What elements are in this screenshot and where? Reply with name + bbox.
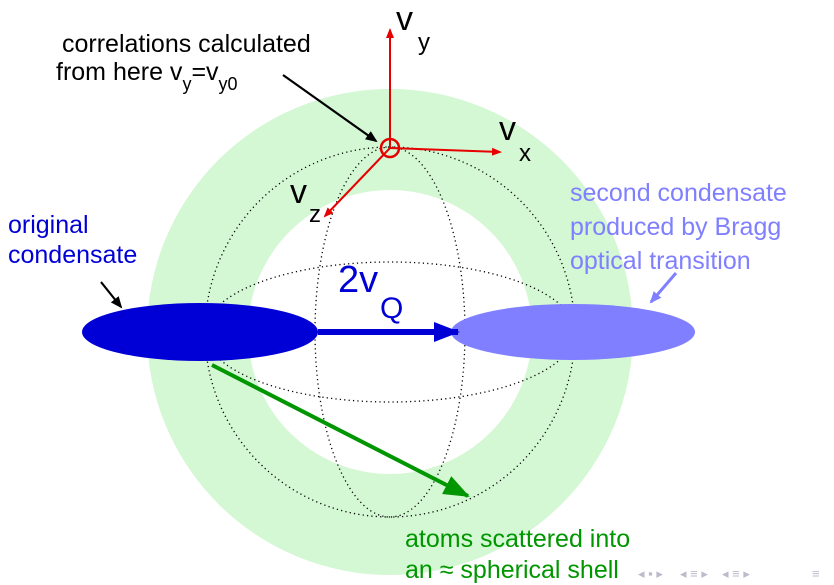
svg-text:atoms scattered into: atoms scattered into bbox=[405, 525, 630, 553]
svg-text:z: z bbox=[309, 201, 321, 228]
vz-axis-arrow bbox=[323, 147, 391, 218]
vz-label: v z bbox=[290, 173, 321, 228]
correlations-pointer bbox=[282, 74, 378, 143]
section-prev-icon[interactable]: ◂ ≡ ▸ bbox=[680, 566, 708, 581]
spherical-shell bbox=[147, 89, 633, 575]
atoms-annotation: atoms scattered into an ≈ spherical shel… bbox=[405, 525, 630, 584]
section-next-icon[interactable]: ◂ ≡ ▸ bbox=[722, 566, 750, 581]
second-annotation: second condensate produced by Bragg opti… bbox=[570, 179, 787, 275]
correlations-annotation: correlations calculated from here vy=vy0 bbox=[56, 30, 311, 94]
svg-text:v: v bbox=[396, 0, 413, 38]
svg-text:v: v bbox=[499, 110, 516, 148]
origin-marker bbox=[379, 137, 401, 159]
vx-axis-arrow bbox=[389, 147, 502, 156]
svg-text:an ≈ spherical shell: an ≈ spherical shell bbox=[405, 556, 619, 584]
vx-label: v x bbox=[499, 110, 531, 167]
svg-text:v: v bbox=[290, 173, 307, 211]
original-annotation: original condensate bbox=[8, 211, 137, 269]
original-condensate bbox=[82, 303, 318, 361]
svg-text:correlations calculated: correlations calculated bbox=[62, 30, 311, 58]
svg-text:original: original bbox=[8, 211, 89, 239]
slide-prev-icon[interactable]: ◂ ▪ ▸ bbox=[638, 566, 663, 581]
scatter-arrow bbox=[211, 363, 470, 498]
second-condensate bbox=[451, 304, 695, 360]
navigation-symbols[interactable]: ◂ ▪ ▸ ◂ ≡ ▸ ◂ ≡ ▸ ≡ bbox=[638, 566, 820, 581]
original-pointer bbox=[100, 281, 123, 309]
svg-text:Q: Q bbox=[380, 292, 403, 325]
momentum-label: 2v Q bbox=[338, 259, 403, 325]
svg-text:from here vy=vy0: from here vy=vy0 bbox=[56, 58, 238, 94]
svg-text:optical transition: optical transition bbox=[570, 247, 751, 275]
svg-text:x: x bbox=[519, 140, 531, 167]
svg-text:2v: 2v bbox=[338, 259, 378, 301]
svg-text:y: y bbox=[418, 29, 430, 56]
svg-text:second condensate: second condensate bbox=[570, 179, 787, 207]
second-pointer bbox=[649, 272, 678, 304]
align-icon[interactable]: ≡ bbox=[812, 566, 820, 581]
velocity-axes bbox=[323, 28, 502, 218]
vy-label: v y bbox=[396, 0, 430, 56]
svg-text:produced by Bragg: produced by Bragg bbox=[570, 213, 781, 241]
svg-text:condensate: condensate bbox=[8, 241, 137, 269]
